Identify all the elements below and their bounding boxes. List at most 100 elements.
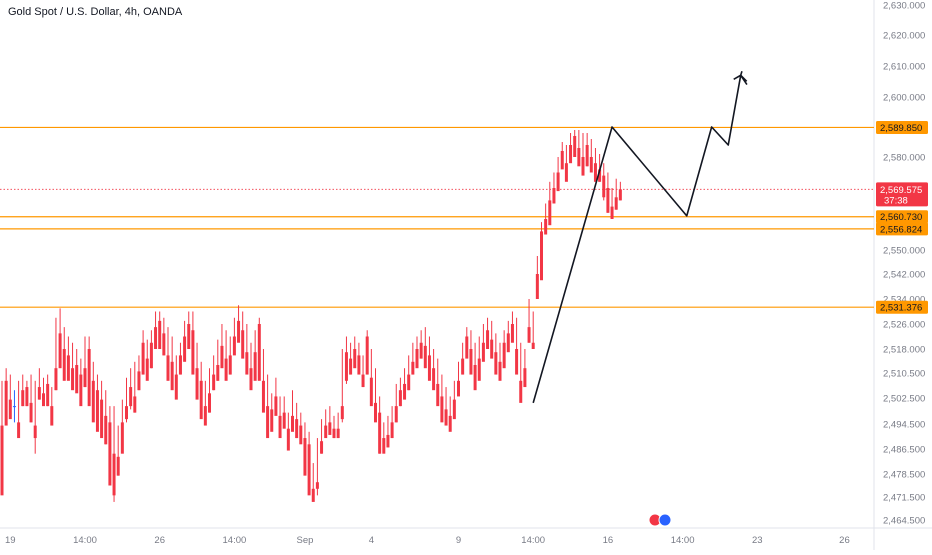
candle-body[interactable]: [261, 380, 265, 413]
candle-body[interactable]: [324, 425, 328, 439]
candle-body[interactable]: [498, 361, 502, 381]
horizontal-levels[interactable]: [0, 126, 874, 308]
candle-body[interactable]: [95, 390, 99, 432]
candle-body[interactable]: [569, 145, 573, 164]
candle-body[interactable]: [58, 333, 62, 369]
candle-body[interactable]: [328, 422, 332, 435]
candle-body[interactable]: [585, 145, 589, 167]
candle-body[interactable]: [224, 358, 228, 381]
candle-body[interactable]: [54, 368, 58, 391]
candle-body[interactable]: [515, 349, 519, 375]
candle-body[interactable]: [46, 383, 50, 407]
candle-body[interactable]: [378, 412, 382, 454]
candle-body[interactable]: [452, 399, 456, 420]
candle-body[interactable]: [577, 148, 581, 167]
candle-body[interactable]: [407, 374, 411, 391]
candle-body[interactable]: [278, 415, 282, 439]
candle-body[interactable]: [270, 409, 274, 432]
candle-body[interactable]: [257, 324, 261, 381]
candle-body[interactable]: [440, 396, 444, 423]
candle-body[interactable]: [50, 406, 54, 426]
candle-body[interactable]: [166, 355, 170, 381]
candle-body[interactable]: [91, 380, 95, 423]
candle-body[interactable]: [502, 342, 506, 369]
candle-body[interactable]: [307, 444, 311, 496]
candle-body[interactable]: [241, 330, 245, 359]
candle-body[interactable]: [398, 390, 402, 407]
candle-body[interactable]: [573, 136, 577, 157]
candle-body[interactable]: [610, 206, 614, 219]
candle-body[interactable]: [87, 349, 91, 407]
candle-body[interactable]: [415, 349, 419, 369]
candle-body[interactable]: [141, 342, 145, 375]
candle-body[interactable]: [535, 274, 539, 299]
candle-body[interactable]: [120, 422, 124, 454]
candle-body[interactable]: [42, 393, 45, 407]
candle-body[interactable]: [303, 438, 307, 476]
candle-body[interactable]: [208, 393, 211, 413]
candle-body[interactable]: [216, 365, 220, 381]
candle-body[interactable]: [411, 361, 415, 375]
candle-body[interactable]: [286, 428, 290, 451]
candle-body[interactable]: [357, 355, 361, 375]
candle-body[interactable]: [25, 387, 29, 407]
candle-body[interactable]: [21, 390, 25, 407]
candle-body[interactable]: [593, 163, 597, 182]
candle-body[interactable]: [75, 365, 79, 394]
time-axis[interactable]: 19 14:00 26 14:00 Sep 4 9 14:00 16 14:00 23 26: [5, 535, 850, 546]
candle-body[interactable]: [403, 383, 407, 400]
candle-body[interactable]: [125, 406, 128, 420]
candle-body[interactable]: [62, 349, 66, 381]
candle-body[interactable]: [174, 374, 178, 400]
candle-body[interactable]: [494, 352, 498, 375]
candle-body[interactable]: [614, 197, 618, 210]
candle-body[interactable]: [461, 358, 465, 375]
candle-body[interactable]: [33, 425, 37, 439]
candle-body[interactable]: [531, 342, 535, 349]
candle-body[interactable]: [149, 342, 153, 369]
candle-body[interactable]: [237, 320, 241, 343]
candle-body[interactable]: [170, 361, 174, 391]
candle-body[interactable]: [112, 453, 116, 496]
candle-body[interactable]: [457, 380, 460, 397]
candle-body[interactable]: [129, 387, 133, 407]
candle-body[interactable]: [274, 396, 278, 416]
candle-body[interactable]: [552, 188, 556, 204]
candles[interactable]: [0, 130, 622, 502]
candle-body[interactable]: [83, 368, 87, 388]
candle-body[interactable]: [419, 342, 423, 359]
candle-body[interactable]: [382, 438, 386, 454]
candle-body[interactable]: [353, 349, 357, 369]
candle-body[interactable]: [8, 399, 12, 420]
candle-body[interactable]: [390, 422, 394, 439]
candle-body[interactable]: [540, 231, 543, 281]
candle-body[interactable]: [560, 151, 564, 170]
candle-body[interactable]: [232, 336, 236, 356]
candle-body[interactable]: [589, 157, 593, 173]
candle-body[interactable]: [465, 336, 469, 359]
candle-body[interactable]: [548, 200, 552, 226]
candle-body[interactable]: [519, 380, 523, 403]
candle-body[interactable]: [4, 380, 8, 426]
candle-body[interactable]: [556, 172, 560, 192]
candle-body[interactable]: [116, 456, 120, 476]
candle-body[interactable]: [145, 358, 149, 381]
candle-body[interactable]: [245, 352, 249, 375]
candle-body[interactable]: [436, 383, 440, 407]
candle-body[interactable]: [228, 355, 232, 375]
candle-body[interactable]: [253, 352, 257, 381]
candle-body[interactable]: [195, 368, 199, 400]
candle-body[interactable]: [598, 169, 602, 182]
candle-body[interactable]: [100, 399, 104, 439]
candle-body[interactable]: [178, 355, 182, 375]
candle-body[interactable]: [320, 441, 324, 454]
candle-body[interactable]: [282, 412, 286, 429]
candle-body[interactable]: [369, 377, 373, 407]
candle-body[interactable]: [266, 406, 270, 439]
candle-body[interactable]: [212, 374, 216, 391]
candle-body[interactable]: [299, 425, 303, 445]
candle-body[interactable]: [349, 358, 353, 375]
candle-body[interactable]: [386, 434, 390, 448]
